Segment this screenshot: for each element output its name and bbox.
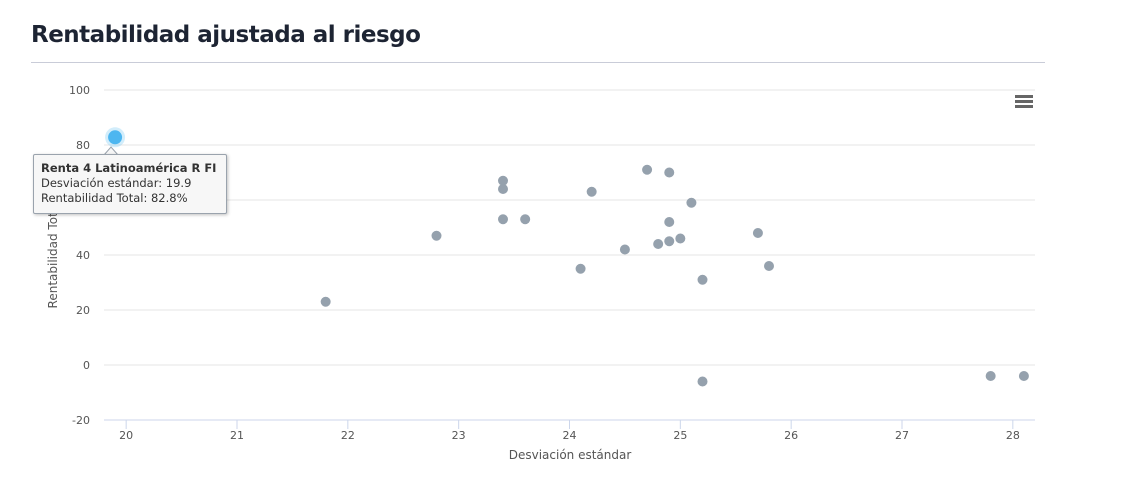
- data-point[interactable]: [664, 217, 675, 227]
- y-tick-label: 80: [76, 139, 90, 152]
- x-tick-label: 21: [230, 429, 244, 442]
- x-tick-label: 28: [1006, 429, 1020, 442]
- data-point[interactable]: [686, 197, 697, 208]
- x-tick-label: 26: [784, 429, 798, 442]
- data-points: [105, 127, 1029, 387]
- data-point[interactable]: [498, 175, 508, 186]
- y-axis-title: Rentabilidad Total: [46, 202, 60, 309]
- data-point[interactable]: [520, 214, 531, 225]
- data-point[interactable]: [1018, 371, 1029, 381]
- y-tick-label: 20: [76, 304, 90, 317]
- y-tick-label: 0: [83, 359, 90, 372]
- x-axis-title: Desviación estándar: [509, 448, 632, 462]
- grid-lines: [104, 89, 1035, 366]
- data-point[interactable]: [664, 167, 675, 178]
- x-tick-label: 20: [119, 429, 133, 442]
- tooltip-title: Renta 4 Latinoamérica R FI: [41, 161, 217, 175]
- data-point[interactable]: [752, 228, 763, 238]
- data-point[interactable]: [431, 230, 442, 241]
- page-title: Rentabilidad ajustada al riesgo: [31, 22, 421, 48]
- data-point[interactable]: [985, 371, 996, 381]
- data-point[interactable]: [575, 263, 586, 274]
- tooltip-pointer: [103, 146, 119, 156]
- x-tick-label: 24: [563, 429, 577, 442]
- point-tooltip: Renta 4 Latinoamérica R FI Desviación es…: [33, 154, 228, 214]
- data-point[interactable]: [697, 376, 708, 387]
- x-tick-label: 27: [895, 429, 909, 442]
- data-point[interactable]: [619, 244, 630, 255]
- data-point[interactable]: [697, 274, 708, 285]
- y-tick-label: 100: [69, 84, 90, 97]
- x-axis-ticks: 20 21 22 23 24 25 26 27 28: [119, 420, 1020, 442]
- x-tick-label: 22: [341, 429, 355, 442]
- data-point[interactable]: [675, 233, 686, 244]
- title-divider: [31, 62, 1045, 63]
- tooltip-std-dev: Desviación estándar: 19.9: [41, 176, 192, 190]
- data-point[interactable]: [653, 239, 664, 249]
- data-point[interactable]: [642, 164, 653, 175]
- x-tick-label: 23: [452, 429, 466, 442]
- hamburger-menu-icon: [1015, 95, 1033, 108]
- highlighted-data-point[interactable]: [108, 130, 123, 145]
- data-point[interactable]: [664, 236, 675, 247]
- y-tick-label: -20: [72, 414, 90, 427]
- data-point[interactable]: [498, 184, 508, 194]
- data-point[interactable]: [320, 296, 331, 307]
- x-tick-label: 25: [673, 429, 687, 442]
- tooltip-total-return: Rentabilidad Total: 82.8%: [41, 191, 188, 205]
- data-point[interactable]: [586, 186, 597, 197]
- chart-menu-button[interactable]: [1008, 88, 1040, 116]
- y-tick-label: 40: [76, 249, 90, 262]
- data-point[interactable]: [498, 214, 508, 225]
- data-point[interactable]: [764, 261, 774, 271]
- y-axis-ticks: -20020406080100: [69, 84, 90, 427]
